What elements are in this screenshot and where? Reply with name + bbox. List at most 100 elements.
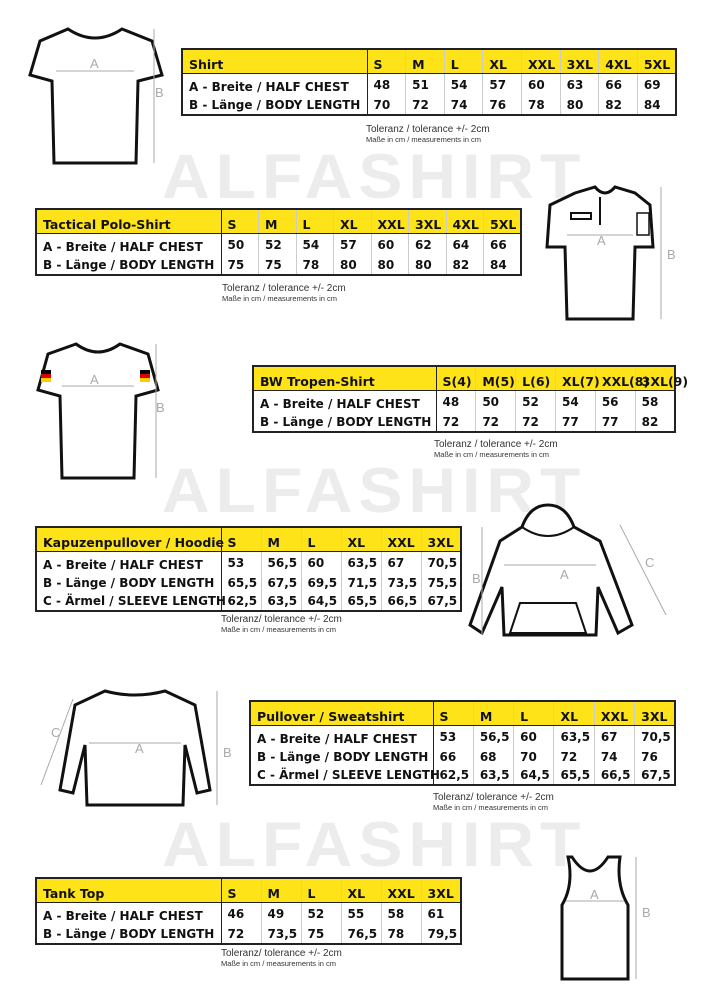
table-title: Shirt — [182, 49, 368, 74]
size-table: Tactical Polo-Shirt S M L XL XXL 3XL 4XL 5XL A - … — [35, 208, 522, 276]
units-text: Maße in cm / measurements in cm — [433, 803, 549, 812]
size-header: M — [258, 209, 296, 234]
measurement-value: 58 — [634, 390, 675, 413]
table-title: BW Tropen-Shirt — [253, 366, 437, 391]
measurement-value: 66 — [483, 233, 521, 256]
measurement-value: 60 — [513, 725, 554, 748]
measurement-label: A - Breite / HALF CHEST — [36, 551, 222, 574]
table-header-row: Pullover / Sweatshirt S M L XL XXL 3XL — [250, 701, 675, 726]
table-row: A - Breite / HALF CHEST 53 56,5 60 63,5 67 70,… — [36, 551, 461, 574]
size-header: XL — [340, 878, 381, 903]
measurement-label: A - Breite / HALF CHEST — [182, 73, 368, 96]
size-header: XXL — [593, 701, 635, 726]
units-text: Maße in cm / measurements in cm — [434, 450, 550, 459]
measurement-label: B - Länge / BODY LENGTH — [36, 574, 222, 592]
table-row: B - Länge / BODY LENGTH 70 72 74 76 78 80 82 84 — [182, 96, 676, 115]
watermark: ALFASHIRT — [162, 808, 587, 880]
svg-text:A: A — [135, 741, 144, 756]
size-header: L — [300, 527, 341, 552]
measurement-value: 78 — [521, 96, 561, 115]
measurement-label: C - Ärmel / SLEEVE LENGTH — [36, 592, 226, 611]
measurement-value: 67,5 — [634, 766, 675, 785]
measurement-value: 66 — [439, 750, 457, 764]
size-header: 3XL — [559, 49, 599, 74]
measurement-value: 74 — [443, 96, 483, 115]
measurement-value: 72 — [475, 413, 516, 432]
size-header: XL — [482, 49, 522, 74]
size-header: XXL — [380, 878, 421, 903]
measurement-value: 69 — [636, 73, 676, 96]
measurement-value: 63,5 — [340, 551, 381, 574]
tolerance-text: Toleranz / tolerance +/- 2cm — [366, 124, 490, 135]
measurement-value: 78 — [295, 256, 334, 275]
measurement-value: 63,5 — [472, 766, 514, 785]
measurement-value: 79,5 — [420, 925, 461, 944]
measurement-value: 75,5 — [420, 574, 461, 592]
measurement-value: 76,5 — [340, 925, 381, 944]
measurement-value: 62,5 — [439, 768, 470, 782]
size-header: S — [367, 49, 406, 74]
measurement-value: 72 — [553, 748, 595, 766]
measurement-value: 72 — [227, 927, 245, 941]
measurement-value: 71,5 — [340, 574, 381, 592]
svg-text:A: A — [560, 567, 569, 582]
measurement-value: 49 — [260, 902, 301, 925]
table-row: B - Länge / BODY LENGTH 66 68 70 72 74 76 — [250, 748, 675, 766]
size-header: XXL — [521, 49, 561, 74]
measurement-value: 54 — [295, 233, 334, 256]
measurement-value: 64 — [445, 233, 484, 256]
size-header: L — [300, 878, 341, 903]
tolerance-text: Toleranz/ tolerance +/- 2cm — [221, 948, 342, 959]
measurement-value: 54 — [554, 390, 596, 413]
svg-text:A: A — [90, 372, 99, 387]
measurement-value: 48 — [373, 78, 391, 92]
measurement-value: 77 — [594, 413, 636, 432]
size-header: XL — [553, 701, 595, 726]
svg-text:B: B — [156, 400, 165, 415]
measurement-value: 66,5 — [593, 766, 635, 785]
table-title: Tank Top — [36, 878, 222, 903]
measurement-value: 67,5 — [260, 574, 301, 592]
svg-text:A: A — [90, 56, 99, 71]
measurement-value: 70,5 — [420, 551, 461, 574]
measurement-value: 80 — [370, 256, 409, 275]
measurement-value: 56 — [594, 390, 636, 413]
units-text: Maße in cm / measurements in cm — [222, 294, 338, 303]
measurement-value: 48 — [442, 395, 460, 409]
size-header: 5XL — [483, 209, 521, 234]
measurement-value: 56,5 — [472, 725, 514, 748]
size-header: M — [260, 878, 301, 903]
size-header: 3XL — [420, 878, 461, 903]
tolerance-note: Toleranz/ tolerance +/- 2cm Maße in cm / … — [433, 792, 554, 812]
measurement-value: 75 — [227, 258, 245, 272]
watermark: ALFASHIRT — [162, 140, 587, 212]
measurement-value: 82 — [445, 256, 484, 275]
tolerance-text: Toleranz / tolerance +/- 2cm — [222, 283, 346, 294]
tanktop-diagram-icon: A B — [560, 855, 651, 981]
measurement-value: 76 — [634, 748, 675, 766]
measurement-value: 64,5 — [300, 592, 341, 611]
measurement-value: 82 — [598, 96, 638, 115]
measurement-value: 51 — [405, 73, 445, 96]
measurement-value: 60 — [521, 73, 561, 96]
measurement-label: B - Länge / BODY LENGTH — [253, 413, 437, 432]
size-header: XXL — [370, 209, 409, 234]
measurement-value: 80 — [333, 256, 371, 275]
measurement-value: 63,5 — [260, 592, 301, 611]
measurement-value: 65,5 — [340, 592, 381, 611]
measurement-value: 80 — [408, 256, 446, 275]
measurement-value: 80 — [559, 96, 599, 115]
size-table: Pullover / Sweatshirt S M L XL XXL 3XL A - Brei… — [249, 700, 676, 786]
measurement-value: 58 — [380, 902, 421, 925]
measurement-value: 70 — [513, 748, 554, 766]
tolerance-note: Toleranz / tolerance +/- 2cm Maße in cm /… — [434, 439, 558, 459]
svg-text:B: B — [472, 571, 481, 586]
measurement-label: B - Länge / BODY LENGTH — [250, 748, 434, 766]
size-header: S(4) — [436, 366, 476, 391]
size-header: 3XL(9) — [634, 366, 688, 391]
measurement-value: 63,5 — [553, 725, 595, 748]
measurement-value: 52 — [300, 902, 341, 925]
watermark: ALFASHIRT — [162, 454, 587, 526]
units-text: Maße in cm / measurements in cm — [221, 959, 337, 968]
